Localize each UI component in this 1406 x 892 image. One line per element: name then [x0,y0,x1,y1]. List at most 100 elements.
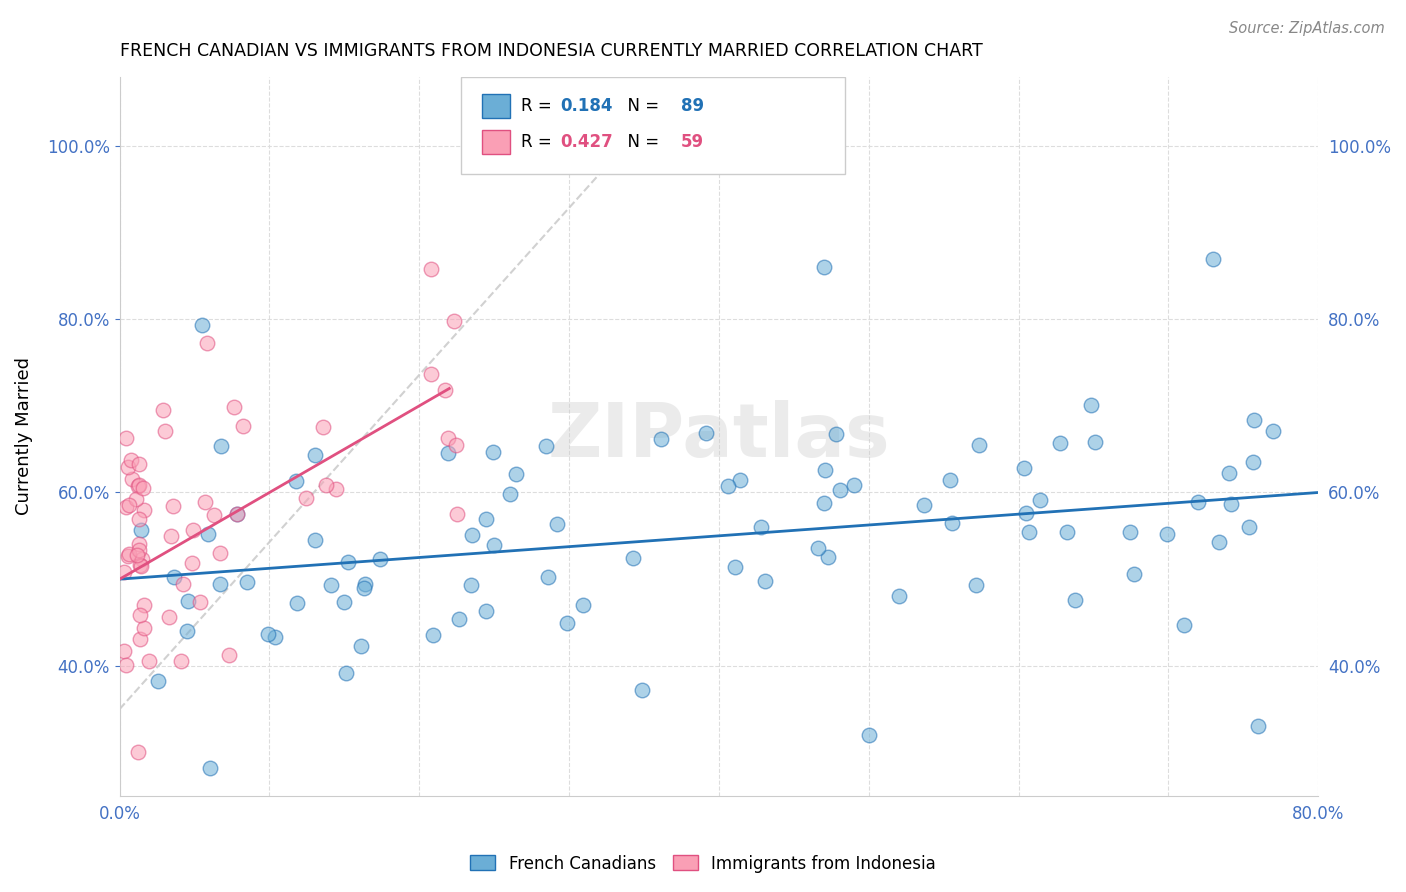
Point [115,658,138,673]
Point [546,517,568,532]
Point [939,473,962,487]
Point [333,595,356,609]
Point [112,644,135,658]
Point [236,575,259,590]
FancyBboxPatch shape [482,130,510,153]
Point [420,262,443,277]
Point [1218,467,1240,481]
Point [354,577,377,591]
Point [695,426,717,441]
Point [941,516,963,531]
Point [128,458,150,472]
Point [824,426,846,441]
Point [232,419,254,434]
Point [134,621,156,635]
Point [475,512,498,526]
Point [1247,719,1270,733]
Point [336,555,359,569]
Point [723,559,745,574]
Point [912,498,935,512]
Point [728,473,751,487]
Point [484,537,506,551]
Point [537,570,560,584]
Point [127,746,149,760]
Point [444,438,467,452]
Point [115,500,138,515]
Text: FRENCH CANADIAN VS IMMIGRANTS FROM INDONESIA CURRENTLY MARRIED CORRELATION CHART: FRENCH CANADIAN VS IMMIGRANTS FROM INDON… [120,42,983,60]
Point [1220,497,1243,511]
Point [335,665,357,680]
Point [129,558,152,573]
Point [572,598,595,612]
Point [754,574,776,588]
Point [650,432,672,446]
Point [294,491,316,505]
Point [505,467,527,481]
Point [172,577,194,591]
Point [1202,252,1225,266]
Point [285,596,308,610]
Point [887,589,910,603]
Point [129,523,152,537]
Point [858,728,880,742]
Point [264,631,287,645]
Point [1029,492,1052,507]
Point [1237,519,1260,533]
Point [226,508,249,522]
Point [304,448,326,462]
Point [132,482,155,496]
Point [190,318,212,332]
Point [257,626,280,640]
Point [353,582,375,596]
Point [153,425,176,439]
Point [148,673,170,688]
Point [131,552,153,566]
Text: R =: R = [522,133,557,151]
Point [1014,506,1036,520]
Point [202,508,225,522]
Point [117,459,139,474]
Text: 0.184: 0.184 [561,97,613,115]
Point [208,576,231,591]
Point [225,507,247,521]
Point [1049,436,1071,450]
Point [128,512,150,526]
Point [129,559,152,574]
Point [197,527,219,541]
Point [188,595,211,609]
Point [125,491,148,506]
Point [446,508,468,522]
Point [311,420,333,434]
Point [128,542,150,557]
Point [1084,435,1107,450]
Point [181,523,204,537]
Point [157,610,180,624]
Point [350,640,373,654]
Point [117,549,139,564]
Text: 89: 89 [681,97,704,115]
Point [534,439,557,453]
Point [121,472,143,486]
Text: 59: 59 [681,133,704,151]
Point [129,632,152,647]
Point [814,462,837,476]
Point [813,496,835,510]
Point [321,578,343,592]
Point [152,403,174,417]
Point [1056,524,1078,539]
Point [132,502,155,516]
Point [1014,461,1036,475]
Text: ZIPatlas: ZIPatlas [547,400,890,473]
Point [177,594,200,608]
Point [443,314,465,328]
Point [447,612,470,626]
Point [419,368,441,382]
Point [1187,494,1209,508]
Point [128,537,150,551]
Point [965,577,987,591]
Point [436,446,458,460]
Point [460,578,482,592]
Point [163,569,186,583]
Point [138,654,160,668]
Point [1156,527,1178,541]
